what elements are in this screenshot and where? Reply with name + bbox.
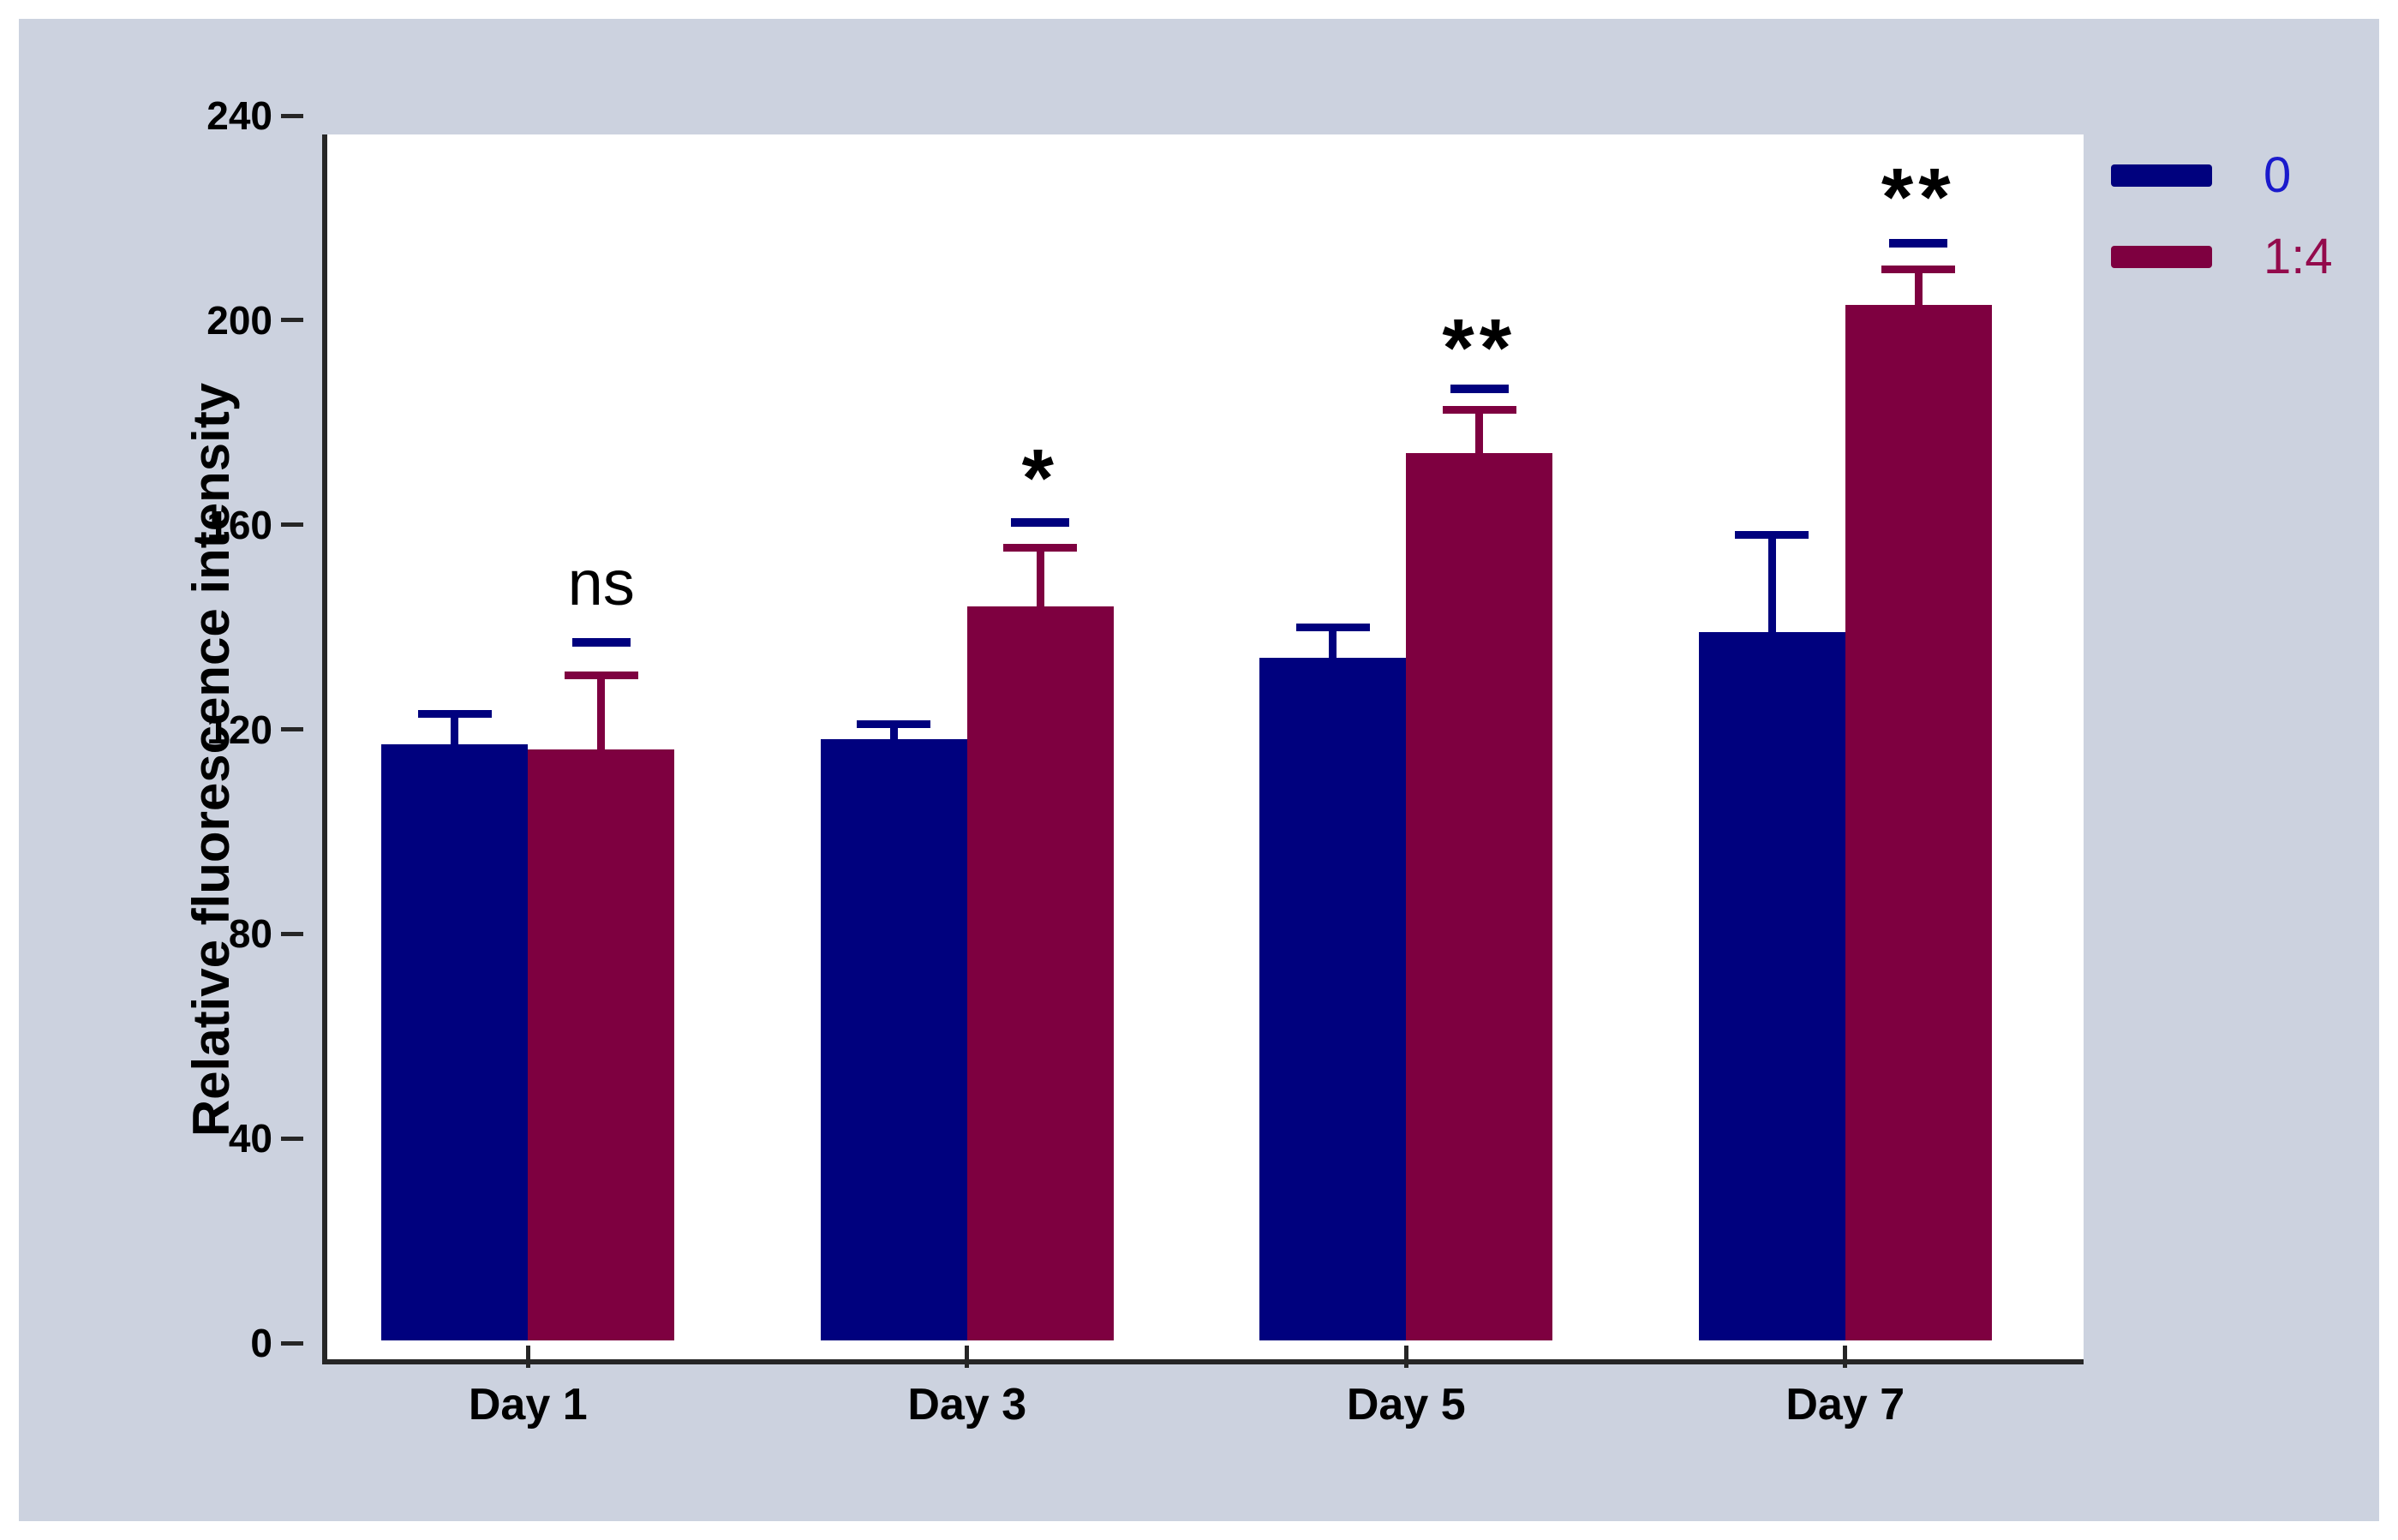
y-axis-tick bbox=[281, 1136, 303, 1141]
error-bar-stem bbox=[1767, 534, 1776, 633]
legend-swatch-series-1 bbox=[2111, 246, 2212, 268]
x-axis-label: Day 1 bbox=[468, 1380, 588, 1430]
significance-line bbox=[571, 637, 631, 647]
y-axis-tick bbox=[281, 931, 303, 936]
significance-line bbox=[1450, 385, 1509, 394]
bar-0-day5 bbox=[1259, 657, 1407, 1340]
y-axis-tick bbox=[281, 1340, 303, 1346]
legend-swatch-series-0 bbox=[2111, 164, 2212, 187]
figure-panel: Relative fluorescence intensity 0 40 80 120… bbox=[19, 19, 2379, 1521]
legend-label-series-0: 0 bbox=[2263, 147, 2292, 203]
error-bar-cap bbox=[417, 710, 492, 719]
significance-label: ** bbox=[1881, 151, 1956, 243]
significance-label: ns bbox=[567, 547, 635, 619]
y-axis-tick-label: 160 bbox=[206, 502, 272, 547]
legend-label-series-1: 1:4 bbox=[2263, 229, 2333, 284]
significance-line bbox=[1889, 239, 1948, 248]
y-axis-tick-label: 40 bbox=[228, 1116, 272, 1161]
y-axis-tick-label: 80 bbox=[228, 911, 272, 957]
y-axis-tick bbox=[281, 113, 303, 118]
x-axis-tick bbox=[1843, 1346, 1848, 1368]
bar-0-day3 bbox=[820, 739, 967, 1340]
significance-label: ** bbox=[1442, 301, 1517, 394]
y-axis-tick-label: 120 bbox=[206, 707, 272, 752]
error-bar-cap bbox=[1003, 544, 1078, 552]
y-axis-tick-label: 240 bbox=[206, 93, 272, 138]
bar-1:4-day7 bbox=[1845, 304, 1992, 1340]
x-axis-label: Day 3 bbox=[907, 1380, 1027, 1430]
error-bar-stem bbox=[1036, 547, 1044, 607]
error-bar-cap bbox=[1442, 405, 1516, 414]
y-axis-tick-label: 0 bbox=[250, 1321, 272, 1365]
error-bar-cap bbox=[1881, 265, 1956, 273]
error-bar-cap bbox=[1735, 531, 1809, 540]
x-axis-label: Day 5 bbox=[1346, 1380, 1466, 1430]
error-bar-cap bbox=[857, 720, 931, 729]
x-axis-tick bbox=[1403, 1346, 1408, 1368]
error-bar-cap bbox=[1295, 623, 1370, 631]
error-bar-stem bbox=[1914, 269, 1923, 305]
bar-1:4-day1 bbox=[528, 749, 675, 1340]
error-bar-stem bbox=[889, 724, 898, 740]
error-bar-stem bbox=[451, 713, 459, 745]
x-axis-label: Day 7 bbox=[1785, 1380, 1905, 1430]
error-bar-stem bbox=[1329, 627, 1337, 658]
x-axis-tick bbox=[525, 1346, 530, 1368]
y-axis-tick bbox=[281, 318, 303, 323]
x-axis-tick bbox=[965, 1346, 970, 1368]
y-axis-tick bbox=[281, 522, 303, 528]
bar-0-day7 bbox=[1698, 632, 1845, 1340]
significance-line bbox=[1011, 517, 1070, 527]
bar-0-day1 bbox=[381, 744, 529, 1340]
y-axis-tick bbox=[281, 727, 303, 731]
bar-1:4-day3 bbox=[966, 606, 1114, 1340]
error-bar-stem bbox=[597, 675, 606, 750]
error-bar-stem bbox=[1475, 409, 1484, 454]
significance-label: * bbox=[1021, 433, 1059, 525]
y-axis-tick-label: 200 bbox=[206, 297, 272, 343]
error-bar-cap bbox=[564, 672, 638, 680]
bar-1:4-day5 bbox=[1406, 453, 1553, 1340]
